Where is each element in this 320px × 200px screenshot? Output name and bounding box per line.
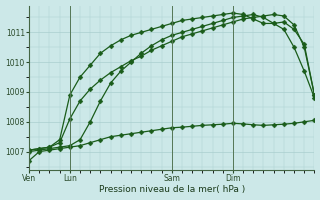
X-axis label: Pression niveau de la mer( hPa ): Pression niveau de la mer( hPa ) bbox=[99, 185, 245, 194]
